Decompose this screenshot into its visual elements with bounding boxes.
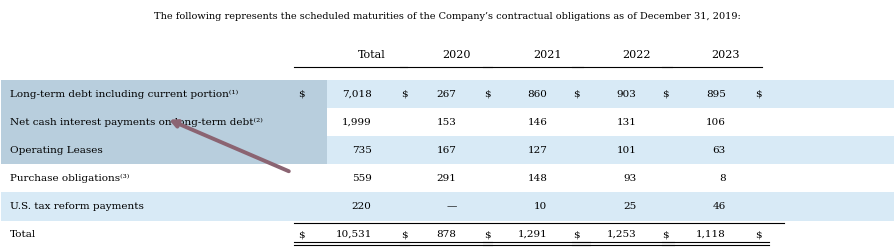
Text: $: $ xyxy=(572,230,579,239)
Text: 63: 63 xyxy=(712,146,725,155)
Bar xyxy=(2,136,326,165)
Text: Total: Total xyxy=(11,230,37,239)
Text: 860: 860 xyxy=(527,90,547,99)
Text: $: $ xyxy=(298,230,304,239)
Text: Long-term debt including current portion⁽¹⁾: Long-term debt including current portion… xyxy=(11,90,239,99)
Text: $: $ xyxy=(572,90,579,99)
Text: —: — xyxy=(445,202,456,211)
Bar xyxy=(2,108,326,136)
Text: 148: 148 xyxy=(527,174,547,183)
Text: 878: 878 xyxy=(436,230,456,239)
Text: Total: Total xyxy=(358,50,385,60)
Bar xyxy=(2,221,892,247)
Text: $: $ xyxy=(401,90,407,99)
Bar xyxy=(2,108,892,136)
Bar xyxy=(2,136,892,165)
Text: 267: 267 xyxy=(436,90,456,99)
Text: 895: 895 xyxy=(705,90,725,99)
Text: 1,999: 1,999 xyxy=(342,118,371,127)
FancyArrowPatch shape xyxy=(173,121,289,171)
Text: $: $ xyxy=(755,230,761,239)
Text: 146: 146 xyxy=(527,118,547,127)
Text: 10: 10 xyxy=(534,202,547,211)
Text: $: $ xyxy=(401,230,407,239)
Text: $: $ xyxy=(662,90,668,99)
Bar xyxy=(2,165,892,192)
Text: U.S. tax reform payments: U.S. tax reform payments xyxy=(11,202,144,211)
Text: $: $ xyxy=(483,230,490,239)
Text: 127: 127 xyxy=(527,146,547,155)
Text: 167: 167 xyxy=(436,146,456,155)
Text: 1,118: 1,118 xyxy=(696,230,725,239)
Text: 131: 131 xyxy=(616,118,636,127)
Text: The following represents the scheduled maturities of the Company’s contractual o: The following represents the scheduled m… xyxy=(154,12,740,21)
Text: 101: 101 xyxy=(616,146,636,155)
Text: 2023: 2023 xyxy=(711,50,739,60)
Text: 8: 8 xyxy=(719,174,725,183)
Text: 25: 25 xyxy=(623,202,636,211)
Text: Operating Leases: Operating Leases xyxy=(11,146,103,155)
Text: 1,291: 1,291 xyxy=(517,230,547,239)
Text: 1,253: 1,253 xyxy=(606,230,636,239)
Text: 46: 46 xyxy=(712,202,725,211)
Text: 735: 735 xyxy=(351,146,371,155)
Text: $: $ xyxy=(755,90,761,99)
Text: 106: 106 xyxy=(705,118,725,127)
Text: 291: 291 xyxy=(436,174,456,183)
Text: 153: 153 xyxy=(436,118,456,127)
Text: 903: 903 xyxy=(616,90,636,99)
Text: $: $ xyxy=(483,90,490,99)
Bar xyxy=(2,80,892,108)
Text: 93: 93 xyxy=(623,174,636,183)
Text: Purchase obligations⁽³⁾: Purchase obligations⁽³⁾ xyxy=(11,174,130,183)
Bar xyxy=(2,192,892,221)
Text: 10,531: 10,531 xyxy=(335,230,371,239)
Text: 2020: 2020 xyxy=(442,50,470,60)
Text: $: $ xyxy=(662,230,668,239)
Text: 2021: 2021 xyxy=(533,50,561,60)
Text: $: $ xyxy=(298,90,304,99)
Text: 2022: 2022 xyxy=(621,50,650,60)
Text: 220: 220 xyxy=(351,202,371,211)
Text: 7,018: 7,018 xyxy=(342,90,371,99)
Text: 559: 559 xyxy=(351,174,371,183)
Text: Net cash interest payments on long-term debt⁽²⁾: Net cash interest payments on long-term … xyxy=(11,118,263,127)
Bar xyxy=(2,80,326,108)
